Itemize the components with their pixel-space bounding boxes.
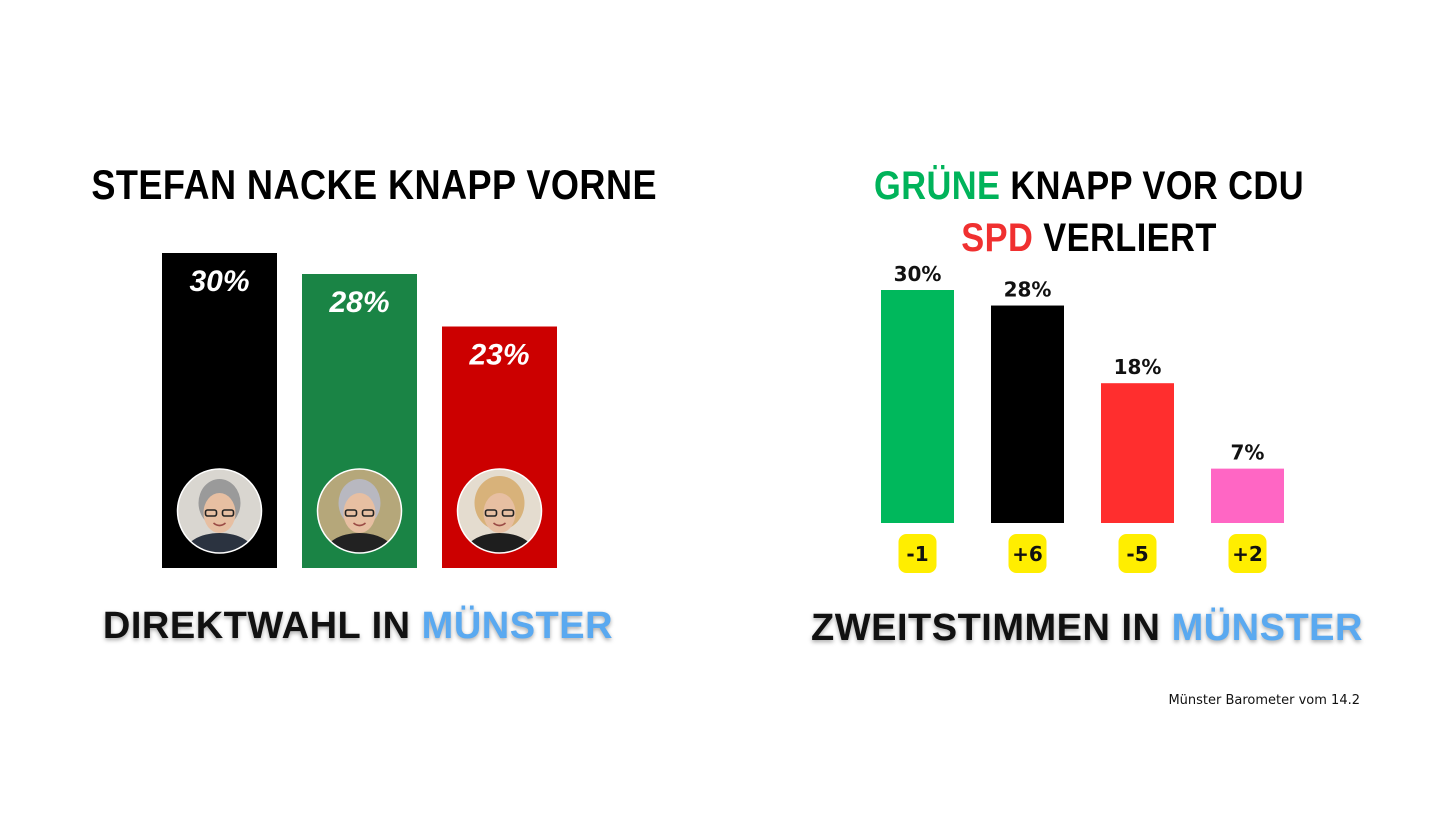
zweitstimmen-chart: 30% -1 28% +6 18% -5 7% +2 xyxy=(881,262,1284,573)
zweitstimmen-value-label: 7% xyxy=(1231,441,1265,465)
direktwahl-value-label: 28% xyxy=(328,286,389,319)
change-badge xyxy=(1118,534,1157,573)
zweitstimmen-value-label: 18% xyxy=(1114,355,1162,379)
zweitstimmen-bar xyxy=(991,305,1064,523)
direktwahl-value-label: 23% xyxy=(468,339,529,372)
change-label: -5 xyxy=(1126,542,1148,566)
change-label: +6 xyxy=(1012,542,1043,566)
left-caption-main: DIREKTWAHL IN xyxy=(102,605,411,647)
candidate-photo-icon xyxy=(456,468,543,554)
right-chart-title: GRÜNE KNAPP VOR CDU SPD VERLIERT xyxy=(827,160,1352,264)
right-caption-main: ZWEITSTIMMEN IN xyxy=(811,607,1161,649)
right-title-line1-rest: KNAPP VOR CDU xyxy=(1010,164,1304,208)
change-badge xyxy=(1008,534,1047,573)
change-label: -1 xyxy=(906,542,928,566)
left-caption-highlight: MÜNSTER xyxy=(421,605,614,647)
left-chart-caption: DIREKTWAHL IN MÜNSTER xyxy=(58,604,658,648)
gruene-highlight: GRÜNE xyxy=(874,164,1001,208)
change-label: +2 xyxy=(1232,542,1263,566)
candidate-photo-icon xyxy=(176,468,263,554)
direktwahl-chart: 30% 28% 23% xyxy=(162,253,557,568)
spd-highlight: SPD xyxy=(961,216,1034,260)
right-caption-highlight: MÜNSTER xyxy=(1171,607,1363,649)
change-badge xyxy=(1228,534,1267,573)
zweitstimmen-bar xyxy=(881,290,954,523)
candidate-photo-icon xyxy=(316,468,403,554)
left-chart-title: STEFAN NACKE KNAPP VORNE xyxy=(91,161,657,208)
zweitstimmen-bar xyxy=(1211,468,1284,523)
zweitstimmen-bar xyxy=(1101,383,1174,523)
direktwahl-value-label: 30% xyxy=(189,265,249,298)
right-chart-caption: ZWEITSTIMMEN IN MÜNSTER xyxy=(782,606,1392,650)
zweitstimmen-value-label: 30% xyxy=(894,262,942,286)
change-badge xyxy=(898,534,937,573)
zweitstimmen-value-label: 28% xyxy=(1004,278,1052,302)
right-title-line2-rest: VERLIERT xyxy=(1043,216,1217,260)
source-note: Münster Barometer vom 14.2 xyxy=(1168,693,1360,708)
